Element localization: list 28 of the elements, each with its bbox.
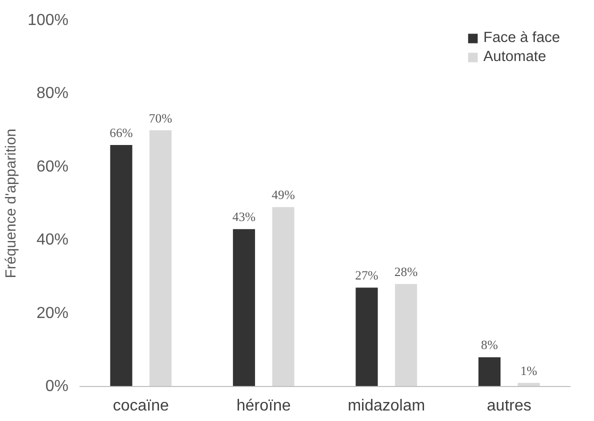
data-label: 66% [110, 126, 134, 140]
data-label: 8% [481, 338, 498, 352]
x-tick-label: midazolam [348, 398, 426, 414]
y-tick-label: 100% [28, 12, 68, 29]
bar [232, 229, 256, 386]
x-tick-label: cocaïne [112, 398, 169, 414]
bar [149, 130, 172, 386]
data-label: 27% [355, 268, 379, 283]
bar [478, 357, 501, 386]
y-tick-label: 80% [36, 85, 69, 102]
bar [356, 288, 378, 386]
legend-label: Face à face [483, 30, 560, 46]
data-label: 1% [520, 364, 538, 378]
legend-label: Automate [483, 49, 546, 65]
y-tick-label: 0% [45, 378, 68, 395]
data-label: 49% [272, 188, 296, 202]
data-label: 43% [232, 210, 256, 224]
y-tick-label: 20% [36, 304, 69, 322]
y-tick-label: 60% [36, 158, 69, 176]
y-axis-title: Fréquence d'apparition [4, 128, 20, 278]
bar [394, 284, 418, 386]
x-tick-label: héroïne [236, 398, 291, 414]
x-tick-label: autres [486, 398, 532, 414]
data-label: 70% [148, 111, 173, 126]
bar [110, 144, 132, 386]
y-tick-label: 40% [36, 232, 69, 249]
data-label: 28% [394, 265, 418, 280]
bar [272, 207, 294, 386]
